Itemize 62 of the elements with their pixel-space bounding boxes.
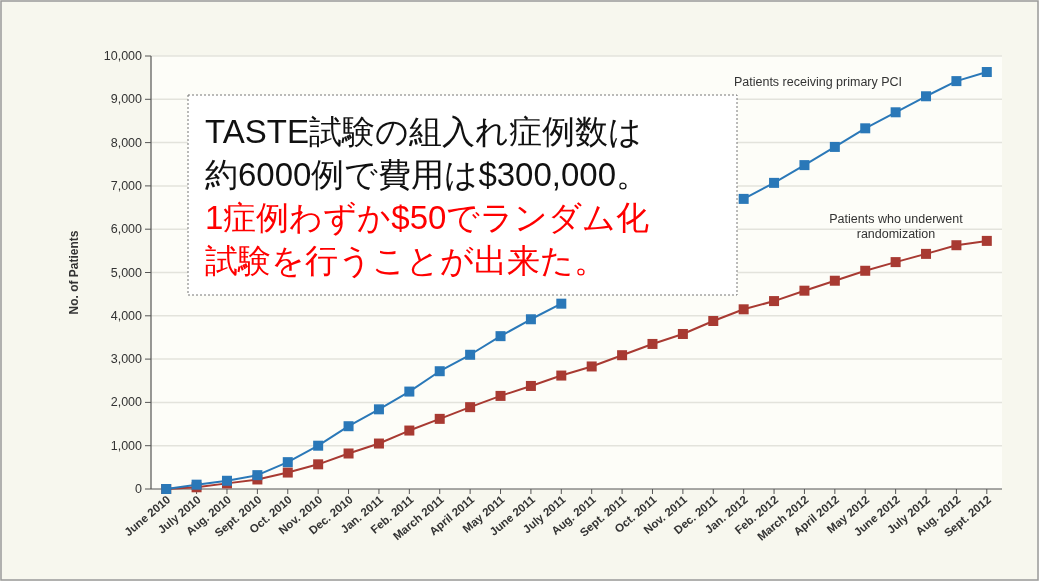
point bbox=[434, 413, 445, 424]
point bbox=[799, 285, 810, 296]
annotation: 約6000例で費用は$300,000。 bbox=[205, 156, 650, 193]
point bbox=[951, 240, 962, 251]
point bbox=[890, 257, 901, 268]
point bbox=[981, 235, 992, 246]
y-tick-label: 4,000 bbox=[110, 308, 143, 323]
point bbox=[769, 177, 780, 188]
annotation: 試験を行うことが出来た。 bbox=[205, 242, 607, 279]
point bbox=[769, 296, 780, 307]
point bbox=[860, 123, 871, 134]
point bbox=[525, 314, 536, 325]
y-tick-label: 7,000 bbox=[110, 178, 143, 193]
point bbox=[282, 467, 293, 478]
point bbox=[799, 160, 810, 171]
y-tick-label: 6,000 bbox=[110, 222, 143, 237]
y-tick-label: 8,000 bbox=[110, 135, 143, 150]
point bbox=[373, 404, 384, 415]
y-tick-label: 10,000 bbox=[103, 49, 143, 63]
point bbox=[586, 361, 597, 372]
y-tick-label: 2,000 bbox=[110, 395, 143, 410]
y-tick-label: 3,000 bbox=[110, 352, 143, 367]
point bbox=[525, 380, 536, 391]
point bbox=[829, 141, 840, 152]
point bbox=[404, 386, 415, 397]
point bbox=[465, 349, 476, 360]
point bbox=[890, 107, 901, 118]
point bbox=[860, 265, 871, 276]
point bbox=[829, 275, 840, 286]
point bbox=[465, 402, 476, 413]
y-tick-label: 5,000 bbox=[110, 265, 143, 280]
point bbox=[951, 76, 962, 87]
point bbox=[495, 331, 506, 342]
point bbox=[921, 91, 932, 102]
point bbox=[981, 67, 992, 78]
point bbox=[282, 457, 293, 468]
series-label: Patients who underwent randomization bbox=[829, 212, 964, 241]
point bbox=[434, 366, 445, 377]
y-tick-label: 1,000 bbox=[110, 438, 143, 453]
annotation: 1症例わずか$50でランダム化 bbox=[205, 199, 650, 236]
point bbox=[738, 304, 749, 315]
y-axis-title: No. of Patients bbox=[67, 230, 81, 315]
point bbox=[373, 438, 384, 449]
point bbox=[495, 390, 506, 401]
annotation: TASTE試験の組入れ症例数は bbox=[205, 113, 642, 150]
point bbox=[738, 193, 749, 204]
point bbox=[921, 248, 932, 259]
point bbox=[313, 459, 324, 470]
point bbox=[556, 370, 567, 381]
point bbox=[313, 440, 324, 451]
point bbox=[404, 425, 415, 436]
point bbox=[252, 470, 263, 481]
y-tick-label: 9,000 bbox=[110, 92, 143, 107]
point bbox=[343, 421, 354, 432]
point bbox=[647, 338, 658, 349]
point bbox=[343, 448, 354, 459]
point bbox=[677, 328, 688, 339]
point bbox=[708, 316, 719, 326]
series-label: Patients receiving primary PCI bbox=[733, 75, 903, 89]
y-tick-label: 0 bbox=[135, 482, 143, 496]
point bbox=[617, 350, 628, 361]
point bbox=[556, 298, 567, 309]
